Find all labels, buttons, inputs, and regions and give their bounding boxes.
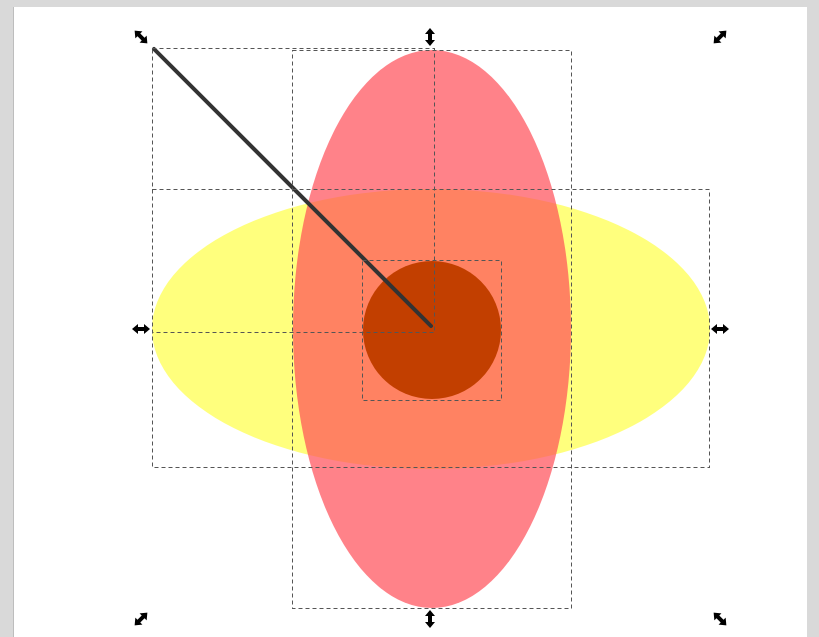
scale-se-icon[interactable]	[710, 609, 730, 629]
scale-s-icon[interactable]	[425, 610, 435, 628]
scale-n-icon[interactable]	[425, 28, 435, 46]
red-ellipse-bounding-box	[292, 50, 572, 609]
dark-orange-circle[interactable]	[363, 261, 501, 399]
scale-ne-icon[interactable]	[710, 27, 730, 47]
scale-w-icon[interactable]	[132, 324, 150, 334]
scale-e-icon[interactable]	[711, 324, 729, 334]
scale-sw-icon[interactable]	[131, 609, 151, 629]
scale-nw-icon[interactable]	[131, 27, 151, 47]
yellow-ellipse-bounding-box	[152, 189, 710, 468]
